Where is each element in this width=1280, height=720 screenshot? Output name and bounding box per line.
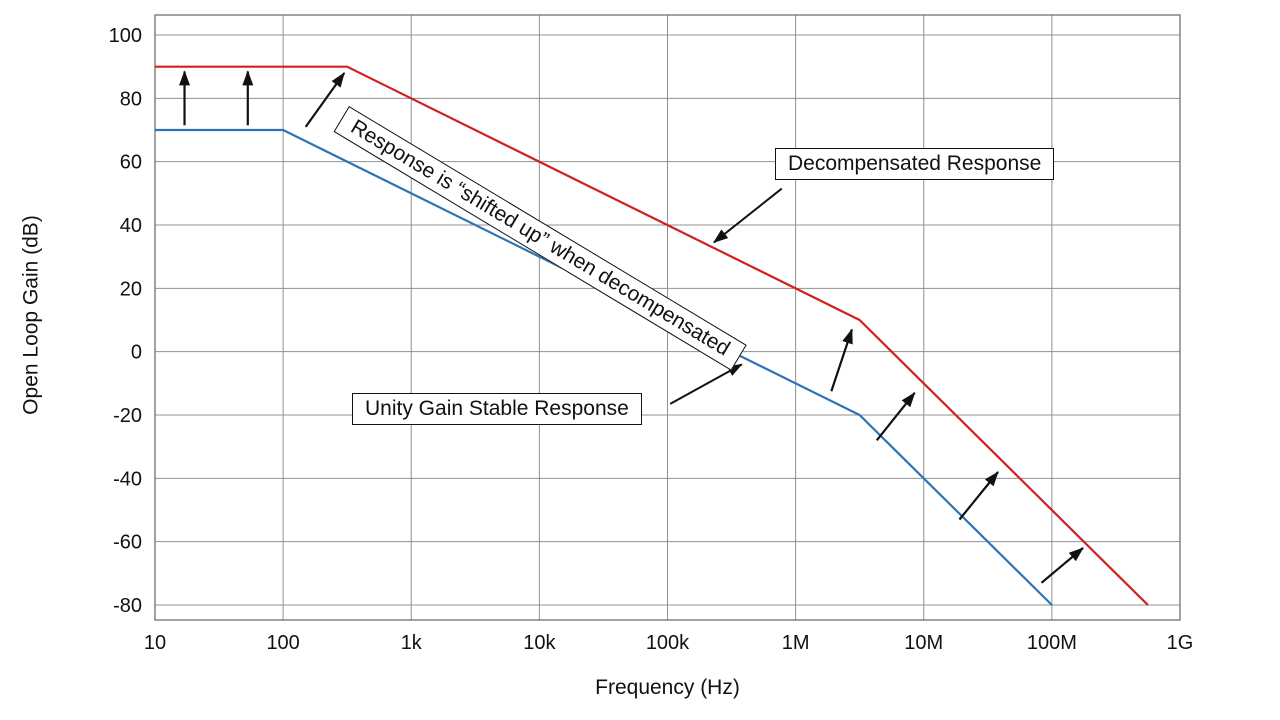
y-tick-label: 80 — [120, 88, 142, 110]
annotation-unity-gain-stable-label: Unity Gain Stable Response — [352, 393, 642, 425]
series-line-decompensated — [155, 65, 1149, 606]
x-tick-label: 1G — [1167, 632, 1194, 654]
y-tick-label: 0 — [131, 342, 142, 364]
x-tick-label: 10k — [523, 632, 556, 654]
y-tick-label: 40 — [120, 215, 142, 237]
annotation-decompensated-response-label: Decompensated Response — [775, 148, 1055, 180]
unity-leader-arrow — [669, 363, 743, 405]
x-tick-label: 10 — [144, 632, 166, 654]
plot-frame — [154, 14, 1181, 621]
y-tick-label: 60 — [120, 152, 142, 174]
y-tick-label: -40 — [113, 468, 142, 490]
y-axis-title: Open Loop Gain (dB) — [19, 215, 43, 415]
shift-up-arrow — [830, 328, 853, 392]
x-tick-label: 1k — [401, 632, 423, 654]
shift-up-arrow — [958, 471, 999, 521]
x-tick-label: 100M — [1027, 632, 1077, 654]
y-tick-label: 20 — [120, 278, 142, 300]
shift-up-arrow — [304, 72, 346, 128]
y-tick-label: -20 — [113, 405, 142, 427]
y-tick-label: -80 — [113, 595, 142, 617]
y-tick-label: 100 — [109, 25, 142, 47]
shift-up-arrow — [1040, 547, 1084, 584]
x-tick-label: 10M — [904, 632, 943, 654]
series-line-unity-gain-stable — [155, 128, 1053, 606]
x-tick-label: 100 — [266, 632, 299, 654]
y-tick-label: -60 — [113, 532, 142, 554]
shift-up-arrow — [875, 392, 916, 442]
x-tick-label: 1M — [782, 632, 810, 654]
x-tick-label: 100k — [646, 632, 690, 654]
decompensated-leader-arrow — [713, 187, 783, 244]
x-axis-title: Frequency (Hz) — [595, 676, 740, 699]
